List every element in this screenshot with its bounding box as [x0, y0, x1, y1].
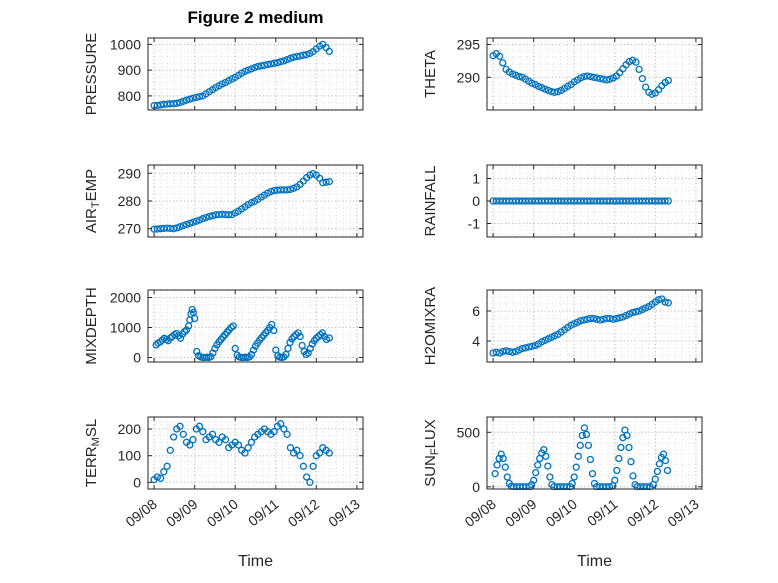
data-markers	[152, 305, 333, 362]
y-axis-label: H2OMIXRA	[422, 287, 439, 365]
x-axis-label-left: Time	[238, 553, 273, 570]
x-tick-label: 09/11	[584, 496, 621, 530]
tick-marks	[487, 417, 702, 489]
y-tick-label: 1000	[110, 36, 141, 52]
tick-marks	[148, 38, 363, 110]
axes-box	[147, 416, 364, 490]
data-markers	[150, 420, 333, 486]
y-tick-label: 270	[118, 221, 142, 237]
axes-box	[486, 289, 703, 363]
axes-box	[486, 37, 703, 111]
axes-box	[486, 416, 703, 490]
y-tick-label: 0	[472, 193, 480, 209]
y-tick-label: 0	[133, 350, 141, 366]
y-tick-label: 900	[118, 62, 142, 78]
subplot-sun-flux: 0 500 09/08 09/09 09/10 09/11 09/12 09/13 SUNFLU…	[422, 416, 703, 530]
y-tick-label: 1	[472, 171, 480, 187]
y-tick-label: 290	[118, 165, 142, 181]
axes-box	[147, 289, 364, 363]
subplot-mixdepth: 0 1000 2000 MIXDEPTH	[83, 287, 364, 366]
figure-title: Figure 2 medium	[187, 8, 324, 27]
y-tick-label: 1000	[110, 320, 141, 336]
y-tick-label: 200	[118, 421, 142, 437]
y-tick-label: 295	[457, 37, 481, 53]
y-tick-label: 0	[133, 474, 141, 490]
axes-box	[147, 37, 364, 111]
tick-marks	[487, 290, 702, 362]
tick-marks	[148, 417, 363, 489]
y-tick-label: 100	[118, 448, 142, 464]
data-markers	[150, 169, 333, 233]
y-axis-label: SUNFLUX	[422, 419, 441, 487]
x-tick-label: 09/10	[204, 496, 242, 530]
y-tick-label: 4	[472, 333, 480, 349]
subplot-terr-msl: 0 100 200 09/08 09/09 09/10 09/11 09/12 09/13 TER…	[83, 416, 364, 530]
y-axis-label: RAINFALL	[422, 166, 439, 237]
x-tick-label: 09/13	[325, 496, 363, 530]
x-tick-label: 09/08	[122, 496, 160, 530]
x-tick-label: 09/12	[285, 496, 323, 530]
major-grid	[487, 417, 702, 489]
data-markers	[150, 40, 333, 110]
y-axis-label: MIXDEPTH	[83, 287, 100, 365]
y-tick-label: 6	[472, 303, 480, 319]
data-markers	[489, 295, 672, 357]
y-axis-label: TERRMSL	[83, 419, 102, 487]
x-tick-label: 09/13	[664, 496, 702, 530]
y-axis-label: PRESSURE	[83, 33, 100, 116]
y-tick-label: -1	[468, 216, 481, 232]
y-tick-label: 0	[472, 479, 480, 495]
x-axis-label-right: Time	[577, 553, 612, 570]
subplot-theta: 290 295 THETA	[422, 37, 703, 111]
x-tick-label: 09/09	[163, 496, 201, 530]
tick-marks	[487, 38, 702, 110]
y-tick-label: 2000	[110, 290, 141, 306]
subplot-air-temp: 270 280 290 AIRTEMP	[83, 164, 364, 238]
major-grid	[148, 165, 363, 237]
y-tick-label: 500	[457, 424, 481, 440]
subplot-h2omixra: 4 6 H2OMIXRA	[422, 287, 703, 365]
x-tick-label: 09/11	[245, 496, 282, 530]
subplot-pressure: 800 900 1000 PRESSURE	[83, 33, 364, 116]
subplot-rainfall: -1 0 1 RAINFALL	[422, 164, 703, 238]
y-tick-label: 800	[118, 88, 142, 104]
tick-marks	[148, 290, 363, 362]
data-markers	[491, 424, 672, 490]
data-markers	[489, 197, 672, 205]
major-grid	[148, 290, 363, 362]
x-tick-label: 09/09	[502, 496, 540, 530]
y-tick-label: 280	[118, 193, 142, 209]
tick-marks	[487, 165, 702, 237]
x-tick-label: 09/10	[543, 496, 581, 530]
y-tick-label: 290	[457, 69, 481, 85]
y-axis-label: AIRTEMP	[83, 169, 102, 233]
x-tick-label: 09/08	[461, 496, 499, 530]
data-markers	[489, 50, 672, 98]
x-tick-label: 09/12	[624, 496, 662, 530]
tick-marks	[148, 165, 363, 237]
y-axis-label: THETA	[422, 50, 439, 98]
